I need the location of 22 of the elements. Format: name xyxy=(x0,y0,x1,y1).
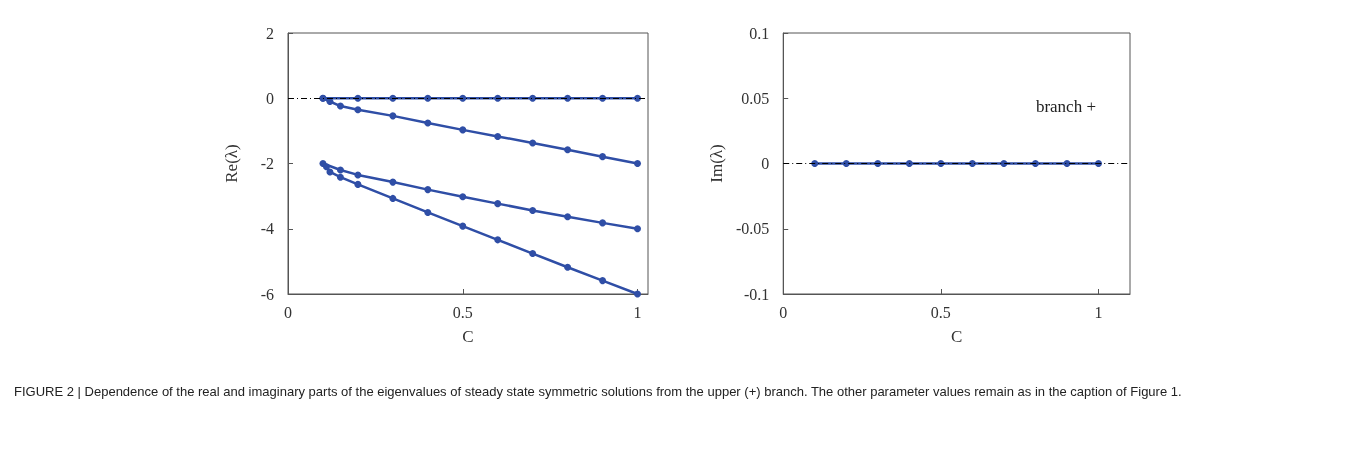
y-tick-label: -2 xyxy=(260,155,274,172)
y-tick-label: 0.05 xyxy=(741,89,770,107)
x-tick-label: 0 xyxy=(779,303,788,321)
x-tick-label: 1 xyxy=(633,303,642,321)
y-tick-label: -0.1 xyxy=(743,285,770,303)
x-tick-label: 0 xyxy=(284,303,292,321)
annotation: branch + xyxy=(1035,97,1096,116)
y-tick-label: -6 xyxy=(260,285,274,303)
x-axis-title: C xyxy=(462,327,474,346)
x-tick-label: 0.5 xyxy=(930,303,951,321)
y-tick-label: 0.1 xyxy=(749,24,770,42)
y-tick-label: 0 xyxy=(266,89,274,107)
y-tick-label: 0 xyxy=(761,155,770,172)
y-tick-label: 2 xyxy=(266,24,274,42)
y-tick-label: -0.05 xyxy=(735,220,770,238)
y-axis-title: Im(λ) xyxy=(707,144,726,183)
x-axis-title: C xyxy=(950,327,963,346)
x-tick-label: 0.5 xyxy=(452,303,473,321)
y-tick-label: -4 xyxy=(260,220,274,238)
y-axis-title: Re(λ) xyxy=(222,144,241,183)
x-tick-label: 1 xyxy=(1094,303,1103,321)
caption: FIGURE 2 | Dependence of the real and imaginary parts of the eigenvalues of steady state symmetric solutions from the upper (+) branch. The other parameter values remain as in the caption of Figure 1. xyxy=(14,383,1183,401)
